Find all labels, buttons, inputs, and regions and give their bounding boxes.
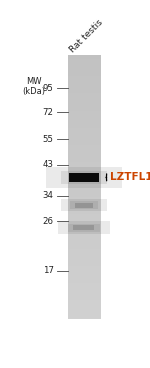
Text: 17: 17 — [43, 266, 54, 275]
Bar — [61, 199, 107, 212]
Bar — [69, 173, 99, 181]
Text: 34: 34 — [43, 191, 54, 200]
Text: LZTFL1: LZTFL1 — [110, 172, 150, 182]
Bar — [68, 224, 100, 231]
Bar — [61, 171, 106, 184]
Bar — [70, 201, 98, 209]
Text: 55: 55 — [43, 135, 54, 144]
Text: MW
(kDa): MW (kDa) — [22, 77, 45, 96]
Text: 43: 43 — [43, 160, 54, 169]
Text: 72: 72 — [43, 108, 54, 117]
Bar — [75, 202, 93, 208]
Bar — [73, 225, 94, 230]
Bar — [46, 167, 122, 188]
Text: 95: 95 — [43, 84, 54, 93]
Bar — [58, 222, 110, 234]
Text: 26: 26 — [43, 217, 54, 226]
Text: Rat testis: Rat testis — [68, 18, 105, 54]
